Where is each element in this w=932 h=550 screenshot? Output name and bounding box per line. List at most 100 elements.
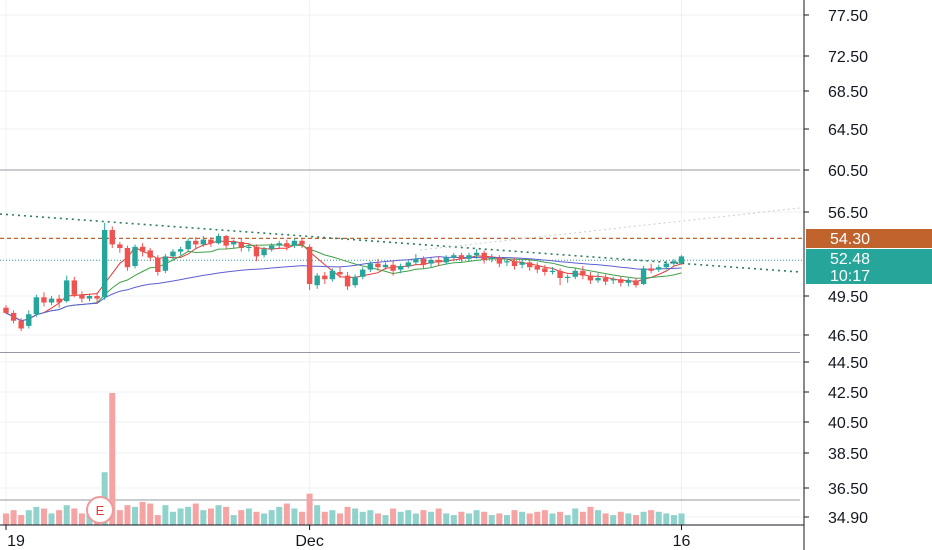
volume-bar: [655, 511, 662, 525]
volume-bar: [124, 505, 131, 525]
descending-trendline: [0, 213, 801, 273]
candle-body: [511, 261, 518, 266]
candle-body: [496, 257, 503, 264]
candle-body: [557, 270, 563, 278]
candle-body: [155, 257, 161, 272]
countdown-tag: [806, 266, 932, 284]
candle-body: [542, 268, 548, 272]
candle-body: [3, 307, 9, 313]
earnings-marker-circle[interactable]: [86, 496, 114, 524]
volume-bar: [33, 506, 40, 525]
volume-bar: [238, 510, 245, 525]
volume-bar: [503, 515, 510, 525]
volume-bar: [519, 511, 526, 525]
volume-bar: [382, 515, 389, 525]
volume-bar: [177, 508, 184, 525]
candle-body: [435, 260, 442, 263]
volume-bar: [71, 508, 78, 525]
volume-bar: [18, 515, 25, 525]
candle-body: [519, 262, 525, 265]
candle-body: [602, 278, 609, 282]
candle-body: [443, 257, 449, 263]
volume-bar: [587, 506, 594, 525]
volume-bar: [78, 513, 85, 525]
candle-body: [306, 246, 313, 284]
volume-bar: [435, 508, 442, 525]
volume-bar: [390, 508, 397, 525]
candle-body: [79, 294, 85, 299]
candle-body: [86, 296, 93, 299]
candle-body: [572, 270, 578, 277]
volume-bar: [648, 510, 655, 525]
candle-body: [314, 275, 320, 286]
candle-body: [625, 280, 632, 283]
volume-bar: [473, 510, 480, 525]
candle-body: [678, 256, 685, 264]
last-price-tag: [806, 249, 932, 267]
candle-body: [139, 246, 146, 252]
volume-bar: [610, 515, 617, 525]
volume-bar: [428, 511, 435, 525]
volume-bar: [534, 511, 541, 525]
candle-body: [390, 264, 396, 271]
candle-body: [109, 230, 115, 245]
candle-body: [299, 240, 305, 245]
countdown-tag-text: 10:17: [830, 268, 870, 285]
earnings-marker[interactable]: E: [86, 496, 114, 524]
price-tick-label: 44.50: [828, 355, 868, 372]
candle-body: [56, 298, 62, 303]
candle-body: [147, 250, 153, 258]
last-price-tag-text: 52.48: [830, 251, 870, 268]
candle-body: [223, 236, 229, 246]
price-tick-label: 60.50: [828, 163, 868, 180]
volume-bar: [595, 510, 602, 525]
volume-bar: [329, 510, 336, 525]
price-tick-label: 49.50: [828, 289, 868, 306]
volume-bar: [10, 510, 17, 525]
candle-body: [71, 280, 78, 295]
candle-body: [284, 243, 290, 247]
volume-bar: [511, 510, 518, 525]
moving-average-fast: [5, 240, 682, 322]
volume-bar: [526, 513, 533, 525]
candle-body: [671, 261, 677, 264]
candle-body: [640, 268, 647, 284]
price-axis[interactable]: 77.50 72.50 68.50 64.50 60.50 56.50 49.50 46.50…: [804, 8, 868, 527]
volume-bar: [367, 510, 374, 525]
volume-bar: [465, 513, 472, 525]
candle-body: [534, 266, 540, 270]
volume-bar: [306, 493, 313, 525]
candlestick-series: [3, 222, 685, 332]
volume-bar: [602, 513, 609, 525]
time-tick-label: 19: [7, 533, 25, 550]
candle-body: [504, 261, 510, 263]
volume-bar: [268, 510, 275, 525]
volume-bar: [488, 515, 495, 525]
volume-bar: [336, 513, 343, 525]
candle-body: [193, 240, 199, 245]
volume-bar: [412, 513, 419, 525]
price-tick-label: 46.50: [828, 328, 868, 345]
candle-body: [337, 272, 343, 275]
volume-bar: [496, 513, 503, 525]
volume-bar: [154, 515, 161, 525]
candle-body: [580, 270, 586, 276]
volume-bar: [617, 511, 624, 525]
reference-level-tag-text: 54.30: [830, 231, 870, 248]
volume-bar: [344, 506, 351, 525]
candle-body: [397, 266, 404, 270]
candle-body: [656, 267, 662, 270]
volume-bar: [56, 510, 63, 525]
time-axis[interactable]: 19 Dec 16: [5, 525, 691, 550]
candle-body: [473, 252, 480, 256]
earnings-marker-label[interactable]: E: [96, 503, 105, 518]
candle-body: [375, 263, 381, 268]
candle-body: [527, 262, 533, 268]
volume-bar: [374, 513, 381, 525]
volume-bar: [139, 501, 146, 525]
price-tick-label: 64.50: [828, 122, 868, 139]
candle-body: [489, 257, 495, 259]
volume-bar: [314, 505, 321, 525]
volume-bar: [245, 508, 252, 525]
